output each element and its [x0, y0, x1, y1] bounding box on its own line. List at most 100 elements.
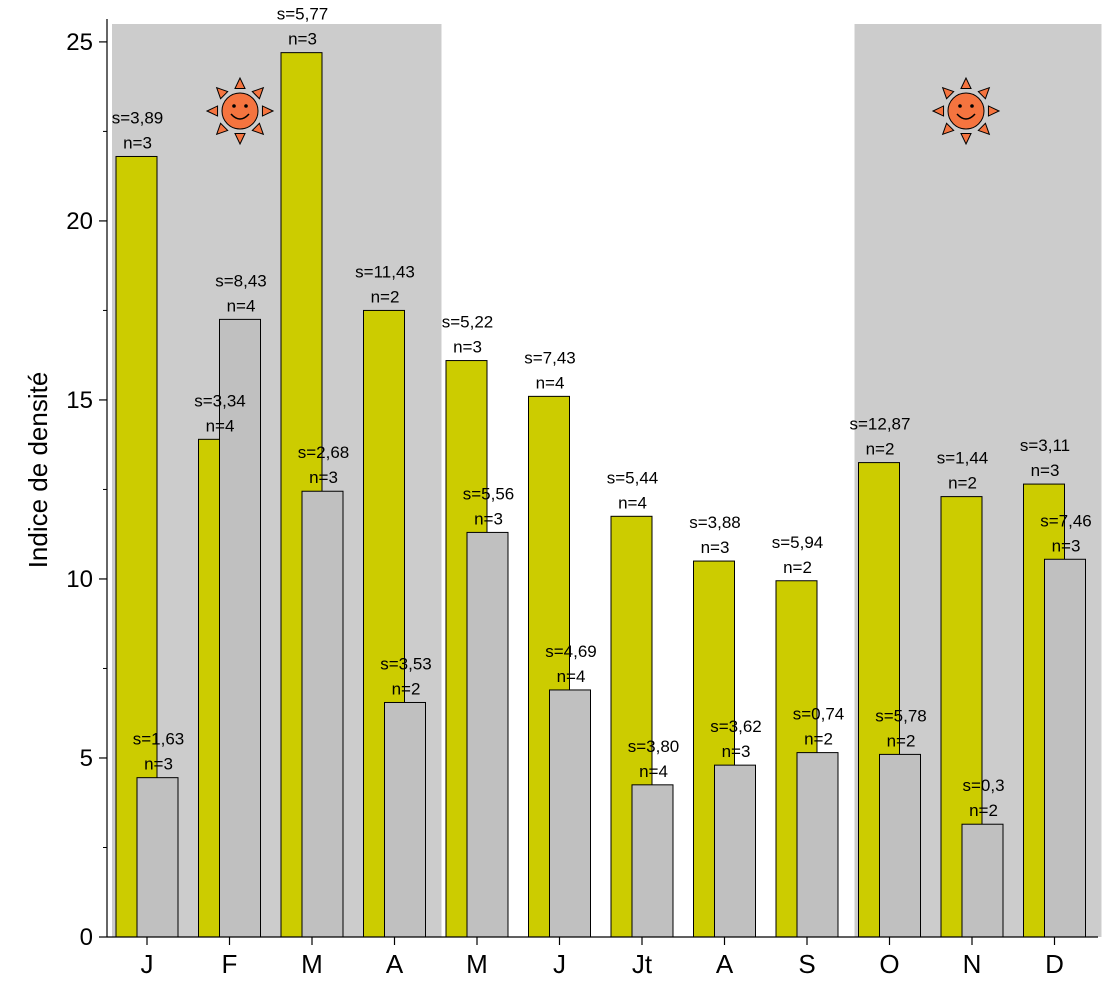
bar-annotation-n: n=4	[557, 667, 586, 686]
bar-series2-5	[549, 689, 591, 938]
bar-annotation-s: s=7,43	[524, 348, 576, 367]
x-tick-label: N	[963, 949, 982, 979]
sun-eye	[958, 104, 962, 108]
y-axis-label: Indice de densité	[23, 372, 53, 569]
y-tick-label: 0	[80, 924, 93, 951]
bar-annotation-n: n=3	[288, 30, 317, 49]
bar-annotation-n: n=4	[227, 296, 256, 315]
axes: 0 5 10 15 20 25 J F M A M J Jt A S O N D	[66, 19, 1098, 979]
sun-ray	[251, 122, 265, 136]
x-tick-label: Jt	[632, 949, 653, 979]
bar-annotation-n: n=2	[804, 730, 833, 749]
bar-annotation-n: n=2	[371, 287, 400, 306]
x-tick-label: S	[798, 949, 815, 979]
bar-annotation-s: s=2,68	[298, 443, 350, 462]
bar-annotations: s=3,89 n=3 s=1,63 n=3 s=3,34 n=4 s=8,43 n=4 s=5,…	[112, 5, 1092, 821]
sun-ray	[251, 86, 265, 100]
sun-smile	[956, 113, 976, 120]
x-tick-label: J	[553, 949, 566, 979]
bar-annotation-n: n=2	[887, 731, 916, 750]
bar-annotation-s: s=3,11	[1020, 436, 1070, 455]
bar-series2-0	[136, 777, 179, 938]
bar-annotation-n: n=3	[144, 755, 173, 774]
bar-series2-11	[1044, 558, 1086, 938]
y-tick-label: 15	[66, 387, 93, 414]
bar-series2-9	[879, 753, 921, 938]
bar-annotation-s: s=4,69	[545, 642, 597, 661]
bar-annotation-n: n=4	[618, 493, 647, 512]
sun-ray	[987, 105, 1001, 117]
sun-ray	[261, 105, 275, 117]
bar-series2-2	[301, 490, 344, 938]
sun-ray	[215, 86, 229, 100]
sun-eye	[232, 104, 236, 108]
sun-ray	[941, 86, 955, 100]
x-tick-label: J	[141, 949, 154, 979]
bar-annotation-n: n=3	[123, 133, 152, 152]
bar-annotation-n: n=4	[639, 762, 668, 781]
sun-ray	[960, 132, 972, 146]
bars	[115, 52, 1086, 938]
bar-annotation-n: n=4	[206, 416, 235, 435]
bar-annotation-s: s=8,43	[215, 271, 267, 290]
sun-ray	[960, 76, 972, 90]
sun-face	[221, 92, 259, 130]
y-tick-label: 25	[66, 29, 93, 56]
sun-ray	[977, 122, 991, 136]
bar-annotation-n: n=3	[1031, 461, 1060, 480]
bar-series2-10	[961, 823, 1004, 938]
sun-icon	[205, 76, 275, 146]
bar-series2-3	[384, 701, 426, 938]
bar-series2-6	[631, 784, 674, 938]
bar-annotation-s: s=5,56	[463, 484, 515, 503]
bar-annotation-n: n=3	[722, 742, 751, 761]
bar-annotation-s: s=3,89	[112, 108, 164, 127]
sun-ray	[205, 105, 219, 117]
sun-ray	[931, 105, 945, 117]
bar-annotation-n: n=3	[309, 468, 338, 487]
bar-series2-7	[714, 764, 756, 938]
sun-face	[947, 92, 985, 130]
sun-eye	[970, 104, 974, 108]
bar-annotation-n: n=3	[453, 338, 482, 357]
sun-ray	[977, 86, 991, 100]
bar-annotation-s: s=0,3	[962, 776, 1004, 795]
bar-annotation-n: n=3	[701, 538, 730, 557]
bar-annotation-n: n=2	[392, 679, 421, 698]
x-tick-label: A	[386, 949, 404, 979]
bar-annotation-n: n=3	[474, 509, 503, 528]
bar-annotation-n: n=3	[1052, 536, 1081, 555]
bar-series2-8	[796, 752, 839, 938]
x-tick-label: O	[879, 949, 899, 979]
bar-series2-4	[466, 531, 509, 938]
x-tick-label: M	[301, 949, 323, 979]
sun-icon	[931, 76, 1001, 146]
bar-annotation-s: s=11,43	[355, 262, 415, 281]
bar-annotation-s: s=0,74	[793, 705, 845, 724]
x-tick-label: D	[1045, 949, 1064, 979]
sun-ray	[215, 122, 229, 136]
bar-annotation-s: s=5,94	[772, 533, 824, 552]
y-tick-label: 20	[66, 208, 93, 235]
bar-annotation-n: n=2	[866, 440, 895, 459]
sun-ray	[234, 132, 246, 146]
sun-smile	[230, 113, 250, 120]
bar-annotation-s: s=5,44	[607, 468, 659, 487]
bar-annotation-n: n=2	[969, 801, 998, 820]
bar-annotation-s: s=3,80	[628, 737, 680, 756]
bar-series2-1	[219, 318, 261, 938]
bar-annotation-s: s=5,78	[875, 706, 927, 725]
bar-annotation-s: s=3,88	[689, 513, 741, 532]
sun-ray	[234, 76, 246, 90]
bar-annotation-s: s=3,34	[194, 391, 246, 410]
x-tick-label: F	[222, 949, 238, 979]
bar-annotation-n: n=2	[948, 474, 977, 493]
x-tick-label: A	[716, 949, 734, 979]
sun-icons	[205, 76, 1001, 146]
y-tick-label: 10	[66, 566, 93, 593]
bar-annotation-s: s=12,87	[850, 415, 911, 434]
bar-annotation-s: s=3,53	[380, 654, 432, 673]
bar-annotation-s: s=7,46	[1040, 511, 1092, 530]
sun-eye	[244, 104, 248, 108]
